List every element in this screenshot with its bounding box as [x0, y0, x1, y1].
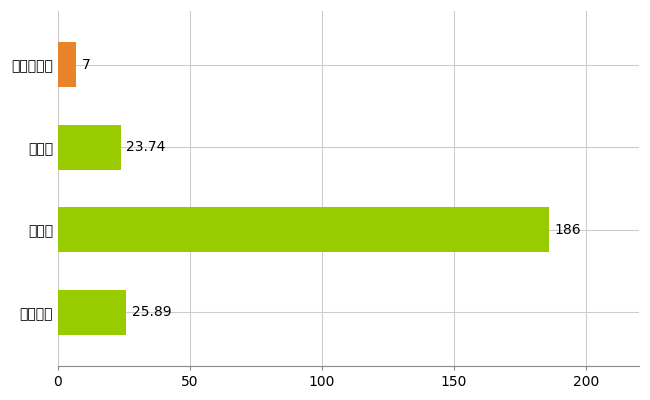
Text: 7: 7 [82, 58, 90, 72]
Text: 25.89: 25.89 [131, 305, 171, 319]
Bar [58, 42, 76, 88]
Text: 23.74: 23.74 [126, 140, 165, 154]
Bar [58, 124, 120, 170]
Bar [58, 290, 126, 335]
Bar [58, 207, 549, 252]
Text: 186: 186 [554, 223, 581, 237]
